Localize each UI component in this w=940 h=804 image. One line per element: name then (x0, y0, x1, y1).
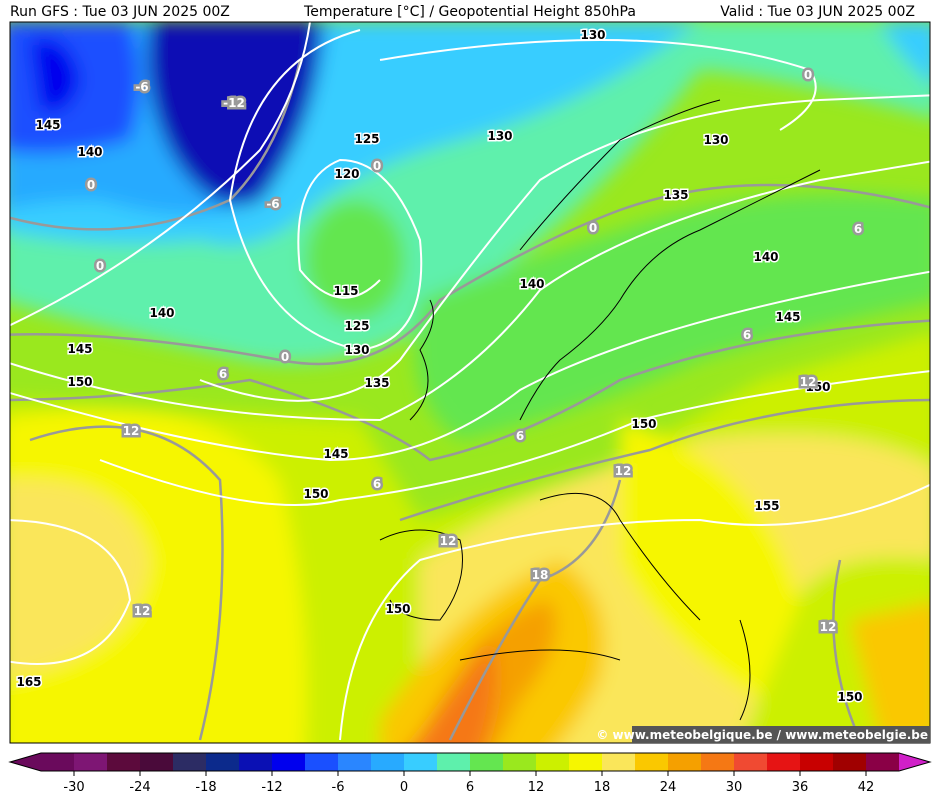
height-label: 150 (67, 375, 92, 389)
color-swatch (437, 753, 471, 771)
color-swatch (635, 753, 669, 771)
colorbar-left-arrow (10, 753, 41, 771)
height-label: 150 (303, 487, 328, 501)
colorbar-tick-label: 18 (594, 780, 611, 795)
height-label: 140 (77, 145, 102, 159)
colorbar: -30 -24 -18 -12 -6 0 6 12 18 24 30 36 42 (8, 752, 932, 795)
height-label: 140 (753, 250, 778, 264)
color-swatch (272, 753, 306, 771)
run-label: Run GFS : Tue 03 JUN 2025 00Z (10, 4, 230, 20)
temperature-label: 12 (134, 604, 151, 618)
color-swatch (338, 753, 372, 771)
height-label: 120 (334, 167, 359, 181)
temperature-label: 0 (87, 178, 95, 192)
color-swatch (734, 753, 768, 771)
color-swatch (767, 753, 801, 771)
colorbar-tick-label: 30 (726, 780, 743, 795)
height-label: 140 (149, 306, 174, 320)
height-label: 115 (333, 284, 358, 298)
temperature-label: 0 (589, 221, 597, 235)
colorbar-tick-label: 42 (858, 780, 875, 795)
height-label: 130 (487, 129, 512, 143)
height-label: 145 (775, 310, 800, 324)
color-swatch (866, 753, 900, 771)
color-swatch (569, 753, 603, 771)
color-swatch (503, 753, 537, 771)
colorbar-tick-label: -24 (129, 780, 150, 795)
color-swatch (470, 753, 504, 771)
height-label: 165 (16, 675, 41, 689)
colorbar-tick-label: -12 (261, 780, 282, 795)
temperature-label: -6 (266, 197, 279, 211)
color-swatch (800, 753, 834, 771)
colorbar-right-arrow (899, 753, 930, 771)
map-area (10, 22, 930, 743)
colorbar-tick-label: -6 (332, 780, 345, 795)
colorbar-tick-label: -30 (63, 780, 84, 795)
colorbar-tick-label: 24 (660, 780, 677, 795)
height-label: 150 (631, 417, 656, 431)
height-label: 130 (344, 343, 369, 357)
height-label: 150 (805, 380, 830, 394)
color-swatch (173, 753, 207, 771)
temperature-label: 6 (516, 429, 524, 443)
colorbar-tick-label: -18 (195, 780, 216, 795)
color-swatch (404, 753, 438, 771)
color-swatch (668, 753, 702, 771)
temperature-label: 18 (532, 568, 549, 582)
temperature-label: 0 (281, 350, 289, 364)
temperature-label: 0 (373, 159, 381, 173)
height-label: 150 (385, 602, 410, 616)
color-swatch (536, 753, 570, 771)
color-swatch (305, 753, 339, 771)
temperature-label: -12 (223, 96, 245, 110)
colorbar-frame (8, 752, 932, 772)
color-swatch (833, 753, 867, 771)
credit: © www.meteobelgique.be / www.meteobelgie… (596, 728, 928, 742)
temperature-label: 12 (615, 464, 632, 478)
temperature-label: 12 (820, 620, 837, 634)
temperature-label: 6 (854, 222, 862, 236)
map-title: Temperature [°C] / Geopotential Height 8… (303, 4, 636, 20)
height-label: 130 (580, 28, 605, 42)
color-swatch (74, 753, 108, 771)
height-label: 145 (323, 447, 348, 461)
color-swatch (41, 753, 75, 771)
colorbar-tick-label: 36 (792, 780, 809, 795)
height-label: 135 (663, 188, 688, 202)
temperature-label: 0 (96, 259, 104, 273)
valid-label: Valid : Tue 03 JUN 2025 00Z (720, 4, 915, 20)
color-swatch (371, 753, 405, 771)
color-swatch (206, 753, 240, 771)
temperature-label: 6 (373, 477, 381, 491)
height-label: 150 (837, 690, 862, 704)
height-label: 125 (354, 132, 379, 146)
temperature-label: -6 (135, 80, 148, 94)
color-swatch (701, 753, 735, 771)
height-label: 125 (344, 319, 369, 333)
height-label: 155 (754, 499, 779, 513)
height-label: 130 (703, 133, 728, 147)
colorbar-tick-label: 0 (400, 780, 408, 795)
height-label: 135 (364, 376, 389, 390)
colorbar-tick-label: 12 (528, 780, 545, 795)
temperature-label: 6 (219, 367, 227, 381)
color-swatch (239, 753, 273, 771)
temperature-label: 0 (804, 68, 812, 82)
map-frame (9, 21, 931, 744)
credit-box (632, 726, 930, 743)
colorbar-tick-label: 6 (466, 780, 474, 795)
height-label: 140 (519, 277, 544, 291)
color-swatch (602, 753, 636, 771)
color-swatch (107, 753, 141, 771)
color-swatch (140, 753, 174, 771)
temperature-label: 12 (800, 375, 817, 389)
height-label: 145 (67, 342, 92, 356)
height-label: 145 (35, 118, 60, 132)
temperature-label: 12 (440, 534, 457, 548)
temperature-label: 12 (123, 424, 140, 438)
temperature-label: 6 (743, 328, 751, 342)
